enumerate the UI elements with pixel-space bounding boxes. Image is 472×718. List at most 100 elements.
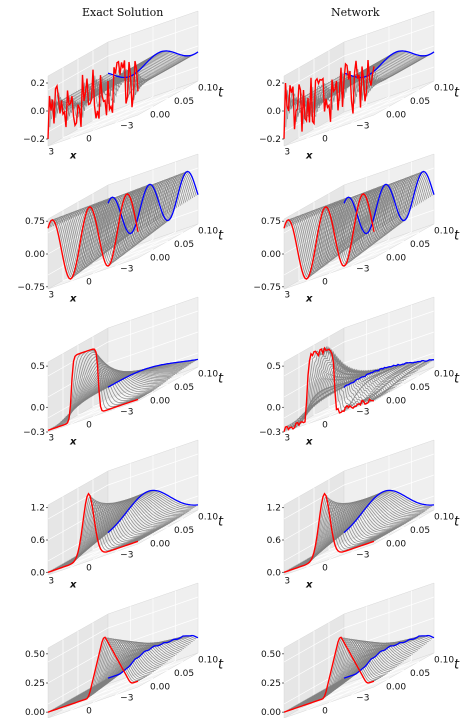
surface-line xyxy=(315,500,406,555)
t-tick-label: 0.05 xyxy=(410,669,430,679)
z-tick-label: −0.3 xyxy=(23,428,45,438)
z-tick-label: 0.00 xyxy=(261,250,281,260)
surface-line xyxy=(296,188,387,271)
z-tick-label: 0.2 xyxy=(267,79,281,89)
surface-plot-r1-c1: 0.2 0.0 −0.23 0 −3 x 0.00 0.05 0.10 t xyxy=(23,10,224,161)
grid-line xyxy=(328,455,390,560)
x-tick-label: 3 xyxy=(48,291,54,301)
x-tick-label: −3 xyxy=(120,264,133,274)
surface-line xyxy=(311,182,403,259)
final-profile-line xyxy=(343,489,435,534)
final-profile-line xyxy=(343,634,435,679)
initial-profile-line xyxy=(283,193,375,280)
grid-line xyxy=(328,598,390,703)
final-profile-line xyxy=(107,358,199,388)
surface-line xyxy=(58,189,149,272)
t-axis-label: t xyxy=(454,658,460,673)
grid-line xyxy=(92,598,154,703)
z-tick-label: 0.00 xyxy=(25,250,45,260)
t-tick-label: 0.10 xyxy=(434,226,454,236)
surface-line xyxy=(327,496,419,546)
z-tick-label: 1.2 xyxy=(31,504,45,514)
t-tick-label: 0.05 xyxy=(174,526,194,536)
z-tick-label: 0.50 xyxy=(261,650,281,660)
grid-line xyxy=(115,590,176,696)
z-tick-label: 0.75 xyxy=(261,217,281,227)
grid-line xyxy=(47,617,199,684)
x-axis-label: x xyxy=(305,436,313,447)
surface-line xyxy=(292,350,383,427)
surface-line xyxy=(49,192,141,279)
final-profile-line xyxy=(343,359,435,388)
t-tick-label: 0.00 xyxy=(386,683,406,693)
surface-line xyxy=(68,367,160,414)
t-tick-label: 0.00 xyxy=(150,540,170,550)
surface-line xyxy=(60,358,151,423)
z-tick-label: 0.2 xyxy=(31,79,45,89)
initial-profile-line xyxy=(47,193,139,280)
grid-line xyxy=(351,590,412,696)
t-tick-label: 0.10 xyxy=(434,655,454,665)
x-tick-label: −3 xyxy=(356,264,369,274)
x-axis-label: x xyxy=(69,579,77,590)
grid-line xyxy=(283,331,435,398)
z-tick-label: −0.75 xyxy=(17,283,45,293)
grid-line xyxy=(47,596,199,663)
surface-line xyxy=(299,359,390,421)
z-tick-label: 0.0 xyxy=(31,107,46,117)
grid-line xyxy=(47,310,199,377)
surface-line xyxy=(297,639,389,705)
x-axis-label: x xyxy=(305,150,313,161)
surface-line xyxy=(301,640,392,703)
final-profile-line xyxy=(107,170,199,235)
t-tick-label: 0.05 xyxy=(174,383,194,393)
grid-line xyxy=(115,161,176,267)
surface-line xyxy=(294,353,385,426)
grid-line xyxy=(351,161,412,267)
grid-line xyxy=(92,336,184,407)
t-tick-label: 0.05 xyxy=(174,240,194,250)
x-tick-label: 0 xyxy=(86,564,92,574)
x-axis-label: x xyxy=(69,293,77,304)
surface-line xyxy=(304,364,396,415)
x-tick-label: −3 xyxy=(120,550,133,560)
grid-line xyxy=(283,310,435,377)
surface-line xyxy=(56,190,148,273)
surface-line xyxy=(301,361,392,419)
x-tick-label: 0 xyxy=(322,564,328,574)
surface-line xyxy=(294,189,385,272)
surface-line xyxy=(308,366,399,412)
grid-line xyxy=(298,639,390,710)
grid-line xyxy=(70,463,131,568)
t-tick-label: 0.00 xyxy=(386,397,406,407)
t-tick-label: 0.10 xyxy=(198,226,218,236)
grid-line xyxy=(328,26,390,131)
t-tick-label: 0.00 xyxy=(150,683,170,693)
z-tick-label: −0.2 xyxy=(23,135,45,145)
grid-line xyxy=(92,26,154,131)
surface-line xyxy=(292,190,384,273)
surface-line xyxy=(83,499,174,552)
z-tick-label: 0.25 xyxy=(25,679,45,689)
grid-line xyxy=(306,320,367,425)
t-tick-label: 0.05 xyxy=(174,669,194,679)
x-tick-label: 3 xyxy=(284,291,290,301)
surface-line xyxy=(292,638,383,708)
grid-line xyxy=(306,34,367,139)
final-profile-line xyxy=(107,634,199,679)
t-axis-label: t xyxy=(218,658,224,673)
z-tick-label: 0.0 xyxy=(267,403,282,413)
z-tick-label: −0.75 xyxy=(253,283,281,293)
final-profile-line xyxy=(107,489,199,534)
t-axis-label: t xyxy=(454,86,460,101)
grid-line xyxy=(351,18,412,124)
t-axis-label: t xyxy=(218,86,224,101)
surface-line xyxy=(313,182,405,257)
t-tick-label: 0.10 xyxy=(198,655,218,665)
grid-line xyxy=(70,320,131,425)
grid-line xyxy=(77,59,169,130)
grid-line xyxy=(328,50,420,121)
initial-profile-line xyxy=(47,492,139,573)
grid-line xyxy=(115,18,176,124)
z-tick-label: 0.25 xyxy=(261,679,281,689)
